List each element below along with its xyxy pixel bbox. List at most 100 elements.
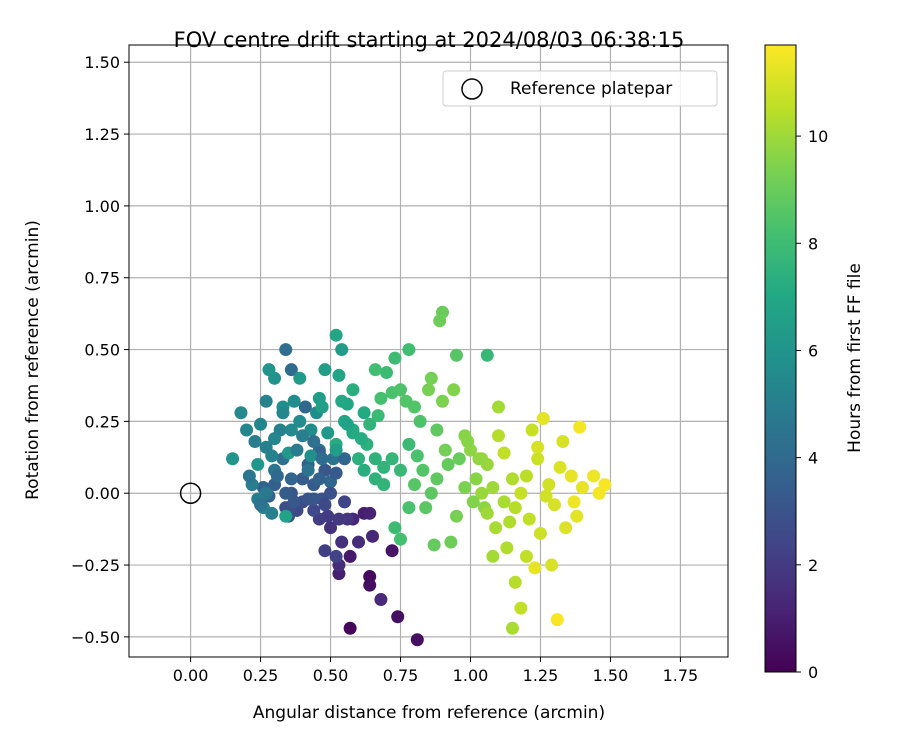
data-point — [329, 466, 343, 480]
data-point — [497, 446, 511, 460]
data-point — [491, 429, 505, 443]
x-tick-label: 1.75 — [663, 666, 699, 685]
data-point — [514, 486, 528, 500]
data-point — [508, 501, 522, 515]
data-point — [433, 314, 447, 328]
data-point — [304, 449, 318, 463]
scatter-points — [226, 305, 612, 647]
legend-label: Reference platepar — [510, 79, 672, 99]
data-point — [449, 348, 463, 362]
data-point — [324, 521, 338, 535]
data-point — [276, 406, 290, 420]
data-point — [363, 578, 377, 592]
data-point — [531, 452, 545, 466]
data-point — [363, 506, 377, 520]
data-point — [338, 495, 352, 509]
data-point — [441, 457, 455, 471]
data-point — [268, 432, 282, 446]
data-point — [402, 437, 416, 451]
data-point — [335, 394, 349, 408]
data-point — [357, 463, 371, 477]
data-point — [508, 575, 522, 589]
data-point — [553, 460, 567, 474]
data-point — [575, 480, 589, 494]
data-point — [447, 383, 461, 397]
data-point — [539, 489, 553, 503]
data-point — [329, 328, 343, 342]
data-point — [329, 549, 343, 563]
y-tick-label: 0.50 — [84, 341, 120, 360]
colorbar: 0 2 4 6 8 10 Hours from first FF file — [764, 44, 865, 682]
x-tick-label: 0.25 — [243, 666, 279, 685]
data-point — [505, 621, 519, 635]
data-point — [531, 440, 545, 454]
colorbar-tick-label: 4 — [808, 449, 818, 468]
data-point — [329, 443, 343, 457]
data-point — [533, 526, 547, 540]
data-point — [346, 383, 360, 397]
colorbar-label: Hours from first FF file — [845, 263, 865, 453]
x-tick-label: 0.50 — [313, 666, 349, 685]
data-point — [284, 423, 298, 437]
data-point — [388, 521, 402, 535]
data-point — [598, 478, 612, 492]
data-point — [525, 423, 539, 437]
data-point — [466, 495, 480, 509]
data-point — [385, 452, 399, 466]
data-point — [461, 435, 475, 449]
data-point — [352, 452, 366, 466]
data-point — [226, 452, 240, 466]
data-point — [335, 535, 349, 549]
x-tick-label: 1.00 — [453, 666, 489, 685]
data-point — [402, 501, 416, 515]
data-point — [279, 509, 293, 523]
colorbar-tick-label: 0 — [808, 663, 818, 682]
data-point — [422, 383, 435, 397]
plot-frame — [128, 44, 729, 658]
data-point — [408, 400, 422, 414]
colorbar-tick-label: 10 — [808, 127, 828, 146]
colorbar-tick-label: 2 — [808, 556, 818, 575]
data-point — [536, 412, 550, 426]
data-point — [301, 463, 315, 477]
data-point — [388, 351, 402, 365]
data-point — [458, 480, 472, 494]
chart-title: FOV centre drift starting at 2024/08/03 … — [174, 28, 685, 52]
data-point — [315, 452, 329, 466]
data-point — [500, 541, 514, 555]
y-tick-label: 1.25 — [84, 125, 120, 144]
data-point — [287, 495, 301, 509]
data-point — [332, 368, 346, 382]
data-point — [545, 558, 559, 572]
data-point — [357, 406, 371, 420]
data-point — [284, 363, 298, 377]
data-point — [402, 343, 416, 357]
data-point — [315, 400, 329, 414]
x-tick-label: 1.25 — [523, 666, 559, 685]
x-tick-label: 0.75 — [383, 666, 419, 685]
data-point — [408, 478, 422, 492]
data-point — [438, 443, 452, 457]
data-point — [564, 469, 578, 483]
data-point — [380, 366, 394, 380]
data-point — [419, 501, 433, 515]
data-point — [573, 420, 587, 434]
data-point — [547, 498, 561, 512]
data-point — [352, 535, 366, 549]
data-point — [522, 512, 536, 526]
data-point — [324, 486, 338, 500]
data-point — [480, 506, 494, 520]
data-point — [293, 414, 307, 428]
data-point — [427, 538, 441, 552]
data-point — [424, 486, 438, 500]
data-point — [307, 503, 321, 517]
data-point — [570, 509, 584, 523]
data-point — [430, 472, 444, 486]
data-point — [318, 544, 332, 558]
data-point — [475, 452, 489, 466]
data-point — [290, 443, 304, 457]
data-point — [368, 363, 382, 377]
y-tick-label: 0.25 — [84, 412, 120, 431]
data-point — [343, 549, 357, 563]
